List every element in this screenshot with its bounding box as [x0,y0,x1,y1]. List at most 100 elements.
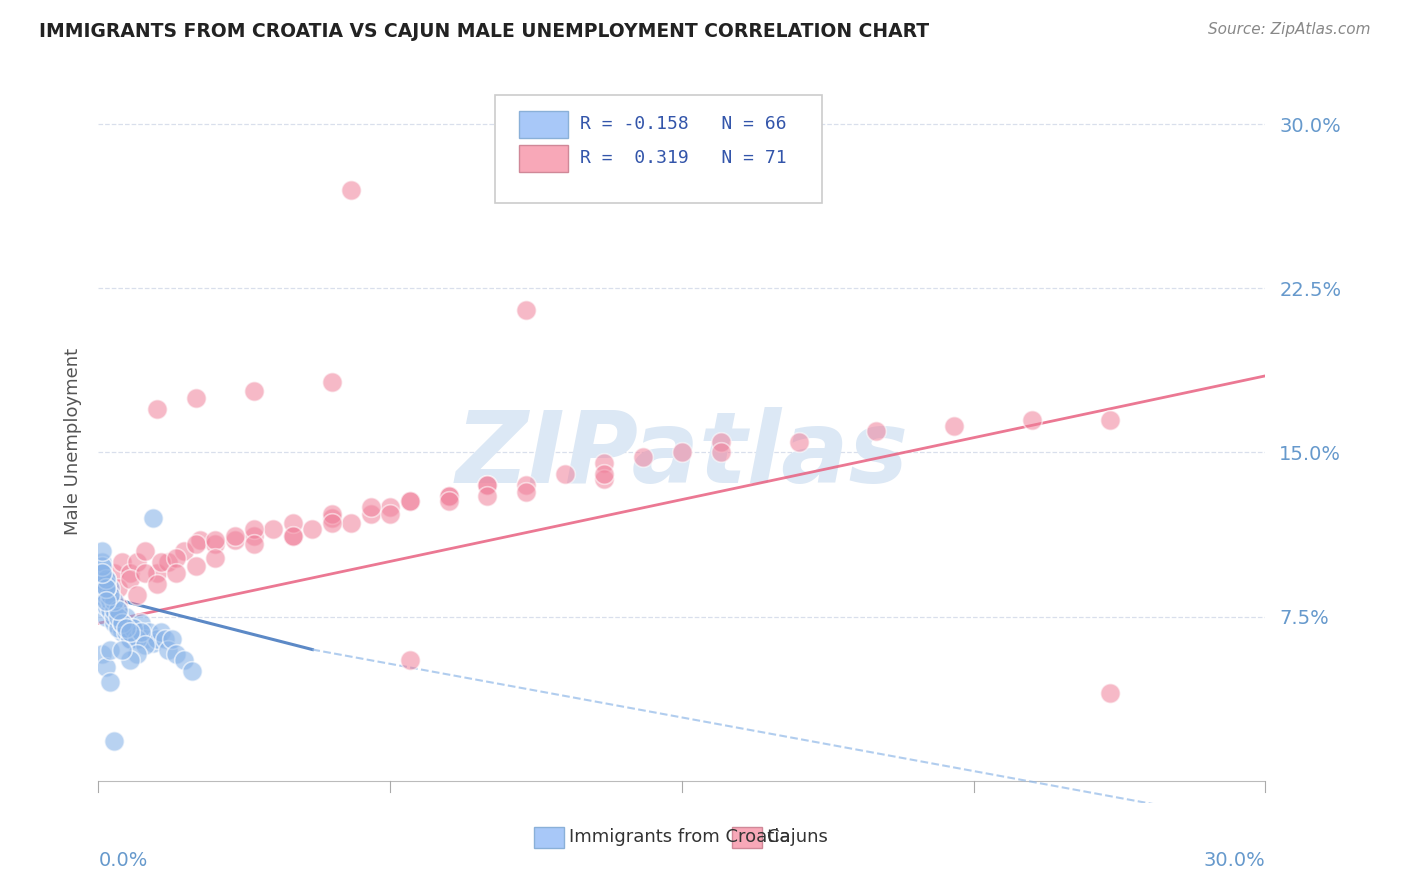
Point [96,599,118,613]
Point [98,642,121,657]
Point [96,660,118,674]
Point [96,573,118,587]
Point [204,537,226,551]
Point [122,621,145,635]
Point [134,632,156,646]
Point [103,734,125,748]
Point [437,489,460,503]
Point [118,573,141,587]
Point [1098,412,1121,426]
Point [103,603,125,617]
Point [138,625,160,640]
Point [593,472,616,486]
Point [107,603,129,617]
Point [111,625,134,640]
Point [173,653,195,667]
Point [153,632,176,646]
Point [98,588,121,602]
Point [398,493,420,508]
Point [943,419,966,434]
Point [127,647,149,661]
Point [281,516,304,530]
Point [162,632,184,646]
Point [281,529,304,543]
Point [96,577,118,591]
Point [107,603,129,617]
Text: 30.0%: 30.0% [1204,851,1265,870]
Point [865,424,887,438]
Point [118,566,141,580]
Text: Cajuns: Cajuns [768,829,828,847]
FancyBboxPatch shape [519,145,568,172]
Point [437,489,460,503]
Point [91,566,114,580]
Point [398,653,420,667]
Point [96,609,118,624]
Point [321,516,343,530]
Point [281,529,304,543]
Text: 0.0%: 0.0% [98,851,148,870]
Point [787,434,810,449]
Y-axis label: Male Unemployment: Male Unemployment [63,348,82,535]
Point [188,533,211,547]
Point [129,625,152,640]
Point [103,609,125,624]
Point [204,550,226,565]
Point [98,675,121,690]
Point [321,376,343,390]
Point [224,533,246,547]
Point [1098,686,1121,700]
Text: Source: ZipAtlas.com: Source: ZipAtlas.com [1208,22,1371,37]
Point [301,522,323,536]
Point [146,632,169,646]
Point [224,529,246,543]
Text: R =  0.319   N = 71: R = 0.319 N = 71 [581,149,787,167]
Point [243,537,266,551]
Point [107,581,129,595]
Point [103,594,125,608]
Point [114,625,136,640]
Point [360,507,382,521]
Point [437,493,460,508]
Point [180,665,202,679]
Point [165,647,187,661]
Point [111,616,134,631]
Point [554,467,576,482]
Point [107,621,129,635]
Point [103,616,125,631]
Point [146,401,169,416]
Point [515,478,537,492]
Point [91,559,114,574]
Point [118,632,141,646]
Point [91,566,114,580]
Point [96,594,118,608]
Point [710,434,733,449]
Point [398,493,420,508]
Point [122,621,145,635]
Point [262,522,284,536]
Point [157,642,180,657]
Point [1021,412,1043,426]
Point [127,632,149,646]
Point [149,555,172,569]
Point [127,555,149,569]
Point [515,484,537,499]
Point [243,529,266,543]
Point [98,581,121,595]
Point [477,478,499,492]
Point [149,625,172,640]
FancyBboxPatch shape [519,112,568,138]
Point [321,511,343,525]
Point [134,544,156,558]
FancyBboxPatch shape [534,827,564,847]
Point [96,581,118,595]
Point [91,555,114,569]
Point [340,516,363,530]
Point [118,653,141,667]
Point [91,647,114,661]
Point [98,599,121,613]
Point [380,500,402,515]
Point [165,550,187,565]
Point [114,609,136,624]
Point [114,621,136,635]
